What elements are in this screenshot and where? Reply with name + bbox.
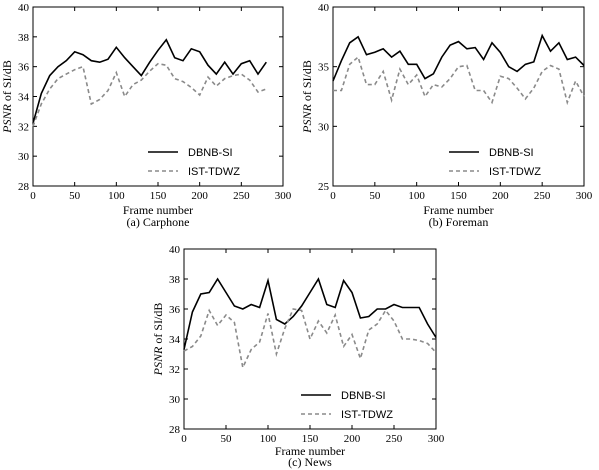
x-tick-label: 250 [386, 433, 403, 445]
legend-label: DBNB-SI [188, 147, 233, 159]
legend-label: DBNB-SI [341, 390, 386, 402]
series-line-dbnb-si [32, 38, 267, 124]
y-axis-label-italic: PSNR [300, 104, 314, 134]
x-tick-label: 200 [191, 190, 208, 202]
x-tick-label: 250 [233, 190, 250, 202]
chart-panel: 0 50 100 150 200 250 300 28 30 32 34 36 38 40 Frame nu… [0, 2, 292, 229]
x-tick-label: 100 [408, 190, 425, 202]
x-axis-label: Frame number [123, 203, 193, 217]
y-tick-label: 38 [169, 274, 181, 286]
series-line-ist-tdwz [333, 55, 585, 106]
y-axis-label-italic: PSNR [151, 346, 165, 376]
y-tick-label: 28 [169, 424, 181, 436]
chart-panel: 0 50 100 150 200 250 300 25 30 35 40 Frame number PS… [300, 2, 593, 229]
x-axis-label: Frame number [423, 203, 493, 217]
x-tick-label: 100 [260, 433, 277, 445]
y-tick-label: 40 [169, 244, 181, 256]
y-axis-label: PSNR of SI/dB [0, 60, 14, 134]
y-tick-label: 36 [18, 62, 30, 74]
x-tick-label: 0 [181, 433, 187, 445]
chart-panel: 0 50 100 150 200 250 300 28 30 32 34 36 38 40 Frame nu… [151, 244, 445, 469]
series-line-ist-tdwz [183, 308, 437, 371]
chart-caption: (b) Foreman [429, 215, 489, 229]
y-tick-label: 35 [318, 62, 330, 74]
y-tick-label: 30 [169, 394, 181, 406]
x-tick-label: 300 [275, 190, 292, 202]
y-axis-label-rest: of SI/dB [0, 60, 14, 104]
x-tick-label: 150 [150, 190, 167, 202]
x-tick-label: 250 [534, 190, 551, 202]
y-tick-label: 34 [18, 92, 30, 104]
x-tick-label: 50 [221, 433, 233, 445]
y-tick-label: 40 [318, 2, 330, 14]
chart-caption: (c) News [288, 455, 332, 469]
series-line-dbnb-si [183, 277, 437, 350]
y-axis-label-rest: of SI/dB [151, 303, 165, 347]
y-axis-label-rest: of SI/dB [300, 60, 314, 104]
series-line-dbnb-si [332, 33, 585, 82]
y-tick-label: 34 [169, 334, 181, 346]
y-tick-label: 30 [18, 151, 30, 163]
y-tick-label: 28 [18, 181, 30, 193]
y-tick-label: 40 [18, 2, 30, 14]
x-tick-label: 300 [428, 433, 445, 445]
y-axis-label: PSNR of SI/dB [300, 60, 314, 134]
series-line-ist-tdwz [32, 62, 267, 127]
plot-frame [183, 248, 437, 430]
x-tick-label: 150 [450, 190, 467, 202]
x-tick-label: 200 [492, 190, 509, 202]
y-axis-label: PSNR of SI/dB [151, 303, 165, 377]
legend-label: IST-TDWZ [489, 166, 541, 178]
y-axis-label-italic: PSNR [0, 104, 14, 134]
y-tick-label: 32 [18, 121, 29, 133]
x-axis-label: Frame number [275, 444, 345, 458]
x-tick-label: 200 [344, 433, 361, 445]
chart-caption: (a) Carphone [127, 215, 190, 229]
y-tick-label: 30 [318, 121, 330, 133]
x-tick-label: 150 [302, 433, 319, 445]
x-tick-label: 300 [576, 190, 593, 202]
y-tick-label: 38 [18, 32, 30, 44]
legend-label: IST-TDWZ [188, 166, 240, 178]
plot-frame [332, 6, 585, 187]
x-tick-label: 0 [330, 190, 336, 202]
y-tick-label: 25 [318, 181, 330, 193]
legend-label: DBNB-SI [489, 147, 534, 159]
x-tick-label: 0 [30, 190, 36, 202]
plot-frame [32, 6, 284, 187]
x-tick-label: 50 [69, 190, 81, 202]
x-tick-label: 50 [369, 190, 381, 202]
y-tick-label: 32 [169, 364, 180, 376]
x-tick-label: 100 [108, 190, 125, 202]
y-tick-label: 36 [169, 304, 181, 316]
legend-label: IST-TDWZ [341, 409, 393, 421]
